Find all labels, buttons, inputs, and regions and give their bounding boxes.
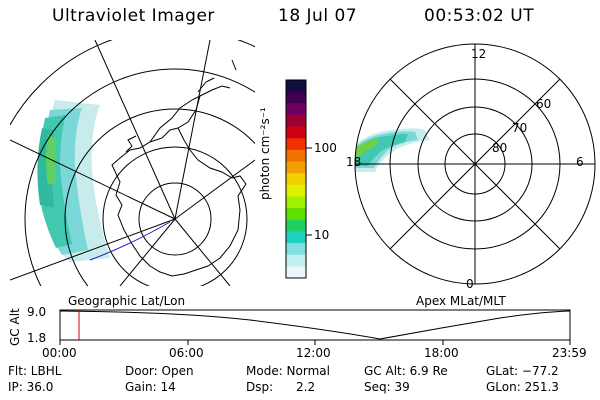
left-panel-caption: Geographic Lat/Lon xyxy=(68,294,186,308)
altitude-xtick-0: 00:00 xyxy=(42,346,77,360)
colorbar-swatch xyxy=(286,208,306,221)
altitude-plot xyxy=(59,309,571,345)
app-title: Ultraviolet Imager xyxy=(52,6,215,26)
info-glat: GLat: −77.2 xyxy=(486,364,559,378)
colorbar-swatch xyxy=(286,254,306,267)
magnetic-polar-plot xyxy=(354,43,596,285)
info-glon: GLon: 251.3 xyxy=(486,380,559,394)
info-seq: Seq: 39 xyxy=(364,380,410,394)
altitude-ylabel: GC Alt xyxy=(8,308,22,346)
colorbar-swatch xyxy=(286,161,306,174)
mlt-label-12: 12 xyxy=(471,47,487,61)
colorbar-tick-100: 100 xyxy=(314,141,337,155)
mlat-label-70: 70 xyxy=(512,121,528,135)
altitude-ytick-max: 9.0 xyxy=(27,305,47,319)
colorbar-swatch xyxy=(286,103,306,116)
colorbar-swatch xyxy=(286,138,306,151)
info-gc-alt: GC Alt: 6.9 Re xyxy=(364,364,448,378)
colorbar-swatch xyxy=(286,266,306,279)
colorbar-swatch xyxy=(286,91,306,104)
colorbar-swatch xyxy=(286,149,306,163)
altitude-xtick-2: 12:00 xyxy=(296,346,331,360)
info-gain: Gain: 14 xyxy=(125,380,176,394)
mlt-label-18: 18 xyxy=(346,155,362,169)
header-date: 18 Jul 07 xyxy=(278,6,358,26)
colorbar-swatch xyxy=(286,114,306,128)
colorbar-swatch xyxy=(286,173,306,186)
colorbar-tick-10: 10 xyxy=(314,228,330,242)
altitude-xtick-1: 06:00 xyxy=(169,346,204,360)
altitude-xtick-3: 18:00 xyxy=(424,346,459,360)
info-filter: Flt: LBHL xyxy=(8,364,62,378)
altitude-ytick-min: 1.8 xyxy=(27,331,47,345)
colorbar-frame xyxy=(285,79,307,279)
altitude-xtick-4: 23:59 xyxy=(552,346,587,360)
mlt-label-0: 0 xyxy=(466,277,474,291)
colorbar xyxy=(286,80,306,279)
colorbar-swatch xyxy=(286,126,306,139)
colorbar-swatch xyxy=(286,80,306,93)
colorbar-swatch xyxy=(286,243,306,256)
info-ip: IP: 36.0 xyxy=(8,380,54,394)
colorbar-swatch xyxy=(286,184,306,197)
header-time: 00:53:02 UT xyxy=(424,6,535,26)
colorbar-label: photon cm⁻²s⁻¹ xyxy=(258,107,272,200)
mlt-label-6: 6 xyxy=(576,155,584,169)
info-dsp: Dsp: 2.2 xyxy=(246,380,316,394)
colorbar-swatch xyxy=(286,219,306,232)
right-panel-caption: Apex MLat/MLT xyxy=(416,294,506,308)
geographic-map xyxy=(10,40,255,286)
colorbar-swatch xyxy=(286,196,306,209)
mlat-label-60: 60 xyxy=(536,97,552,111)
mlat-label-80: 80 xyxy=(492,141,508,155)
info-door: Door: Open xyxy=(125,364,194,378)
info-mode: Mode: Normal xyxy=(246,364,330,378)
aurora-emission-left xyxy=(37,100,110,262)
colorbar-swatch xyxy=(286,231,306,244)
